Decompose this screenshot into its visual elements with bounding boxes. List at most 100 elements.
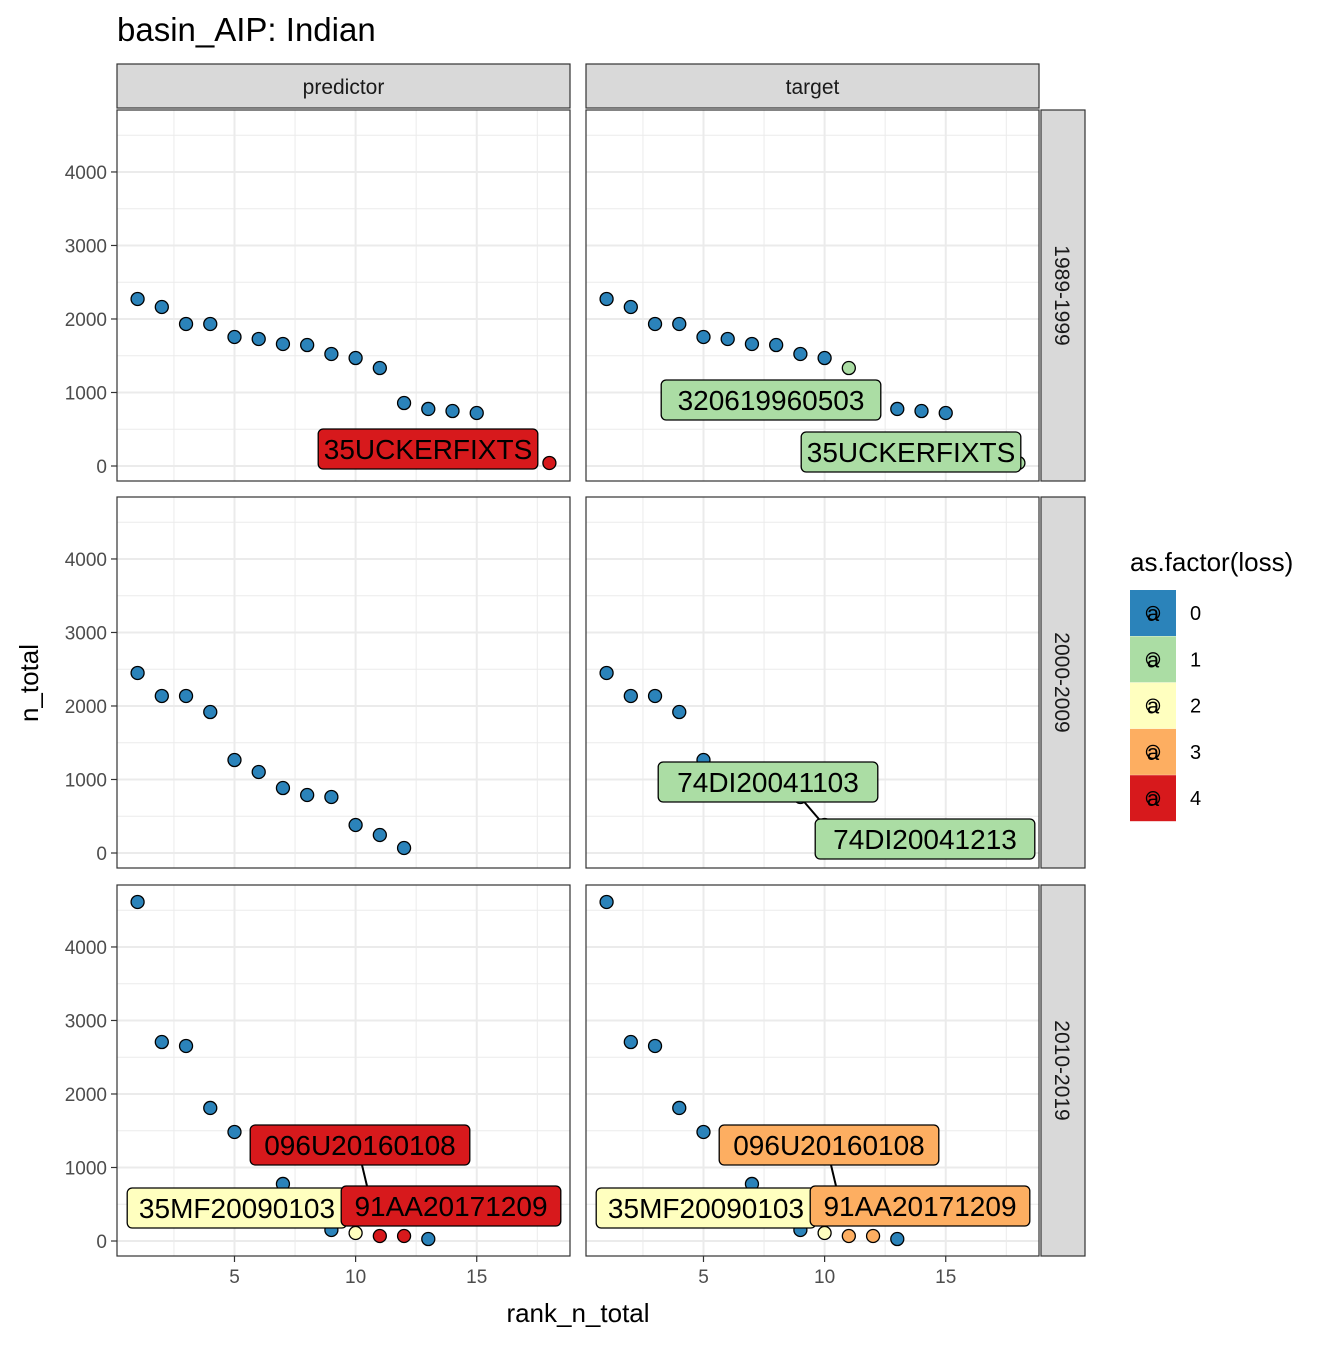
data-point (178, 316, 194, 332)
data-point (769, 337, 784, 353)
point-label-box (809, 1185, 1031, 1227)
legend-label: 1 (1190, 649, 1201, 671)
panel-data-2010-2019-target: 096U20160108 35MF20090103 91AA20171209 (595, 894, 1031, 1247)
label-connector (361, 1164, 368, 1187)
data-point (841, 360, 856, 376)
data-point (324, 789, 339, 805)
legend-key-glyph: a (1147, 647, 1160, 672)
label-connector (830, 1164, 837, 1187)
y-tick-label: 3000 (65, 236, 107, 257)
point-label: 35MF20090103 (139, 1193, 335, 1224)
data-point (275, 336, 291, 352)
point-label-box (718, 1124, 940, 1166)
panel-background (117, 497, 570, 868)
panel-background (586, 110, 1039, 481)
y-tick-label: 2000 (65, 697, 107, 718)
panel-data-2010-2019-predictor: 096U20160108 35MF20090103 91AA20171209 (126, 894, 562, 1247)
data-point (178, 1038, 194, 1054)
data-point (421, 401, 436, 417)
y-tick-label: 0 (96, 844, 107, 865)
point-label: 35MF20090103 (608, 1193, 804, 1224)
data-point (203, 316, 218, 332)
facet-strip-1989-1999 (1040, 109, 1086, 482)
y-axis-label: n_total (14, 644, 44, 722)
point-label: 91AA20171209 (354, 1191, 547, 1222)
data-point (154, 688, 169, 704)
data-point (647, 316, 663, 332)
data-point (372, 1228, 387, 1244)
data-point (672, 1100, 687, 1116)
data-point (672, 704, 687, 720)
data-point (817, 1225, 832, 1241)
facet-strip-label: 2000-2009 (1050, 632, 1073, 732)
point-label-box (814, 818, 1036, 860)
legend-key-glyph: a (1147, 786, 1160, 811)
data-point (599, 291, 614, 307)
legend-label: 4 (1190, 788, 1201, 810)
point-label: 35UCKERFIXTS (807, 437, 1016, 468)
data-point (445, 403, 460, 419)
data-point (203, 1100, 218, 1116)
data-point (130, 894, 145, 910)
panel-data-1989-1999-predictor: 35UCKERFIXTS (130, 291, 557, 471)
data-point (890, 401, 905, 417)
legend-point (1145, 652, 1161, 667)
facet-strip-target (585, 63, 1040, 109)
panel-border (116, 884, 571, 1257)
data-point (421, 1231, 436, 1247)
data-point (130, 291, 145, 307)
data-point (203, 704, 218, 720)
data-point (396, 395, 412, 411)
data-point (865, 1228, 881, 1244)
point-label-box (800, 431, 1022, 473)
panel-border (585, 496, 1040, 869)
x-tick-label: 5 (698, 1267, 709, 1288)
point-label: 74DI20041103 (677, 767, 859, 798)
data-point (938, 405, 953, 421)
legend-key-glyph: a (1147, 694, 1160, 719)
point-label: 35UCKERFIXTS (324, 434, 533, 465)
data-point (793, 346, 808, 362)
x-tick-label: 5 (229, 1267, 240, 1288)
data-point (647, 688, 663, 704)
data-point (251, 331, 266, 347)
legend: as.factor(loss) a 0 a 1 a 2 a 3 a 4 (1130, 547, 1293, 822)
legend-label: 3 (1190, 742, 1201, 764)
panel-data-2000-2009-target: 74DI20041103 74DI20041213 (599, 665, 1036, 860)
y-tick-label: 1000 (65, 383, 107, 404)
y-tick-label: 2000 (65, 310, 107, 331)
data-point (599, 894, 614, 910)
panel-1989-1999-target (585, 109, 1040, 482)
data-point (300, 337, 315, 353)
data-point (348, 350, 363, 366)
facet-strip-label: 1989-1999 (1050, 245, 1073, 345)
data-point (623, 1034, 638, 1050)
x-tick-label: 15 (466, 1267, 487, 1288)
data-point (696, 1124, 711, 1140)
y-tick-label: 2000 (65, 1085, 107, 1106)
x-tick-label: 15 (935, 1267, 956, 1288)
panel-1989-1999-predictor: 0 1000 2000 3000 4000 (65, 109, 571, 482)
y-tick-label: 3000 (65, 623, 107, 644)
panel-data-1989-1999-target: 320619960503 35UCKERFIXTS (599, 291, 1026, 473)
point-label-box (340, 1185, 562, 1227)
data-point (251, 764, 266, 780)
data-point (154, 299, 169, 315)
x-axis-label: rank_n_total (506, 1298, 649, 1328)
panel-2000-2009-target (585, 496, 1040, 869)
y-tick-label: 1000 (65, 770, 107, 791)
legend-label: 0 (1190, 603, 1201, 625)
facet-strip-predictor (116, 63, 571, 109)
data-point (396, 1228, 412, 1244)
data-point (178, 688, 194, 704)
data-point (227, 329, 242, 345)
data-point (599, 665, 614, 681)
legend-point (1145, 605, 1161, 621)
facet-strip-label: 2010-2019 (1050, 1020, 1073, 1120)
panel-background (117, 110, 570, 481)
point-label: 096U20160108 (264, 1130, 456, 1161)
legend-point (1145, 744, 1161, 760)
facet-strip-2010-2019 (1040, 884, 1086, 1257)
point-label: 096U20160108 (733, 1130, 925, 1161)
